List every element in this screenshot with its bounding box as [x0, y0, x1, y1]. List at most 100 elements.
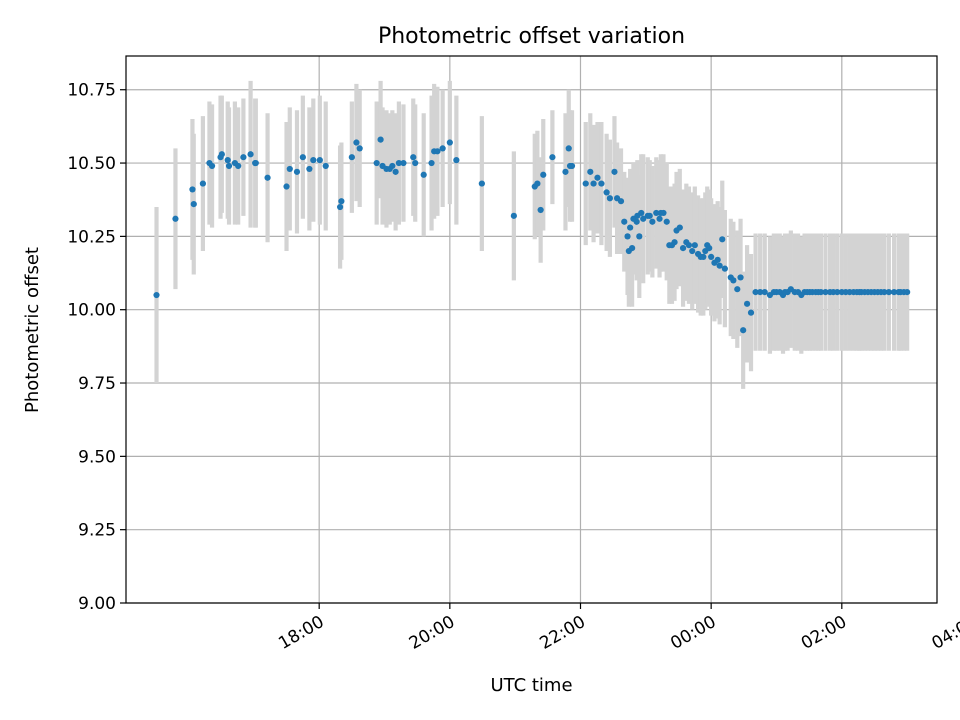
data-point: [189, 186, 196, 193]
data-point: [890, 289, 898, 296]
data-point: [392, 168, 399, 175]
data-point: [247, 151, 254, 158]
x-axis-label: UTC time: [490, 675, 572, 696]
data-point: [540, 171, 547, 178]
data-point: [199, 180, 206, 187]
data-point: [737, 274, 744, 281]
data-point: [235, 162, 242, 170]
data-point: [283, 183, 290, 190]
data-point: [293, 168, 301, 175]
data-point: [377, 136, 384, 143]
data-point: [240, 154, 247, 161]
data-point: [568, 162, 576, 170]
data-point: [562, 168, 569, 175]
data-point: [689, 247, 696, 255]
x-tick-label: 22:00: [537, 612, 589, 654]
data-point: [412, 159, 419, 167]
x-tick-label: 20:00: [406, 612, 458, 654]
data-point: [306, 165, 313, 173]
error-bars: [154, 80, 910, 389]
y-axis-label: Photometric offset: [22, 247, 43, 413]
chart-title: Photometric offset variation: [378, 24, 685, 49]
y-tick-label: 9.75: [78, 374, 116, 394]
data-point: [747, 309, 755, 316]
data-point: [719, 236, 726, 243]
data-point: [225, 162, 233, 170]
data-point: [400, 159, 407, 167]
data-point: [603, 189, 610, 196]
data-point: [621, 218, 628, 225]
data-point: [594, 174, 601, 181]
data-point: [410, 154, 417, 161]
data-point: [534, 180, 541, 187]
data-point: [549, 154, 556, 161]
data-point: [646, 212, 653, 219]
data-point: [817, 289, 825, 296]
plot-frame: [125, 55, 938, 604]
data-point: [439, 145, 446, 152]
data-point: [389, 162, 396, 170]
data-point: [700, 253, 707, 261]
data-point: [478, 180, 485, 187]
data-point: [590, 180, 597, 187]
data-point: [172, 215, 179, 222]
data-point: [633, 218, 640, 225]
y-axis-ticks: 9.00 9.25 9.50 9.75 10.00 10.25 10.50 10.75: [67, 81, 126, 614]
data-point: [598, 180, 605, 187]
data-point: [656, 215, 663, 222]
y-tick-label: 10.50: [67, 154, 116, 174]
data-point: [708, 253, 715, 261]
data-point: [153, 291, 160, 299]
data-point: [316, 157, 323, 164]
data-point: [660, 209, 667, 217]
data-point: [190, 201, 197, 208]
data-point: [834, 289, 841, 296]
data-point: [640, 215, 647, 222]
data-point: [264, 174, 271, 181]
data-point: [322, 162, 329, 170]
data-point: [734, 286, 741, 293]
data-point: [373, 159, 380, 167]
data-point: [286, 165, 293, 173]
y-tick-label: 10.25: [67, 227, 116, 247]
data-point: [721, 265, 728, 272]
data-point: [420, 171, 427, 178]
x-axis-ticks: 18:00 20:00 22:00 00:00 02:00 04:00: [275, 603, 960, 654]
data-point: [510, 212, 517, 219]
data-point: [730, 277, 737, 284]
data-point: [822, 289, 829, 296]
y-tick-label: 9.50: [78, 447, 116, 467]
data-point: [224, 157, 231, 164]
data-point: [881, 289, 888, 296]
data-point: [299, 154, 306, 161]
data-point: [740, 327, 747, 334]
data-point: [676, 224, 683, 231]
data-point: [353, 139, 360, 146]
data-point: [752, 289, 759, 296]
data-point: [629, 245, 636, 252]
data-point: [679, 245, 687, 252]
data-point: [716, 262, 723, 269]
y-tick-label: 10.75: [67, 81, 116, 101]
data-point: [338, 198, 345, 205]
x-tick-label: 04:00: [929, 612, 960, 654]
x-tick-label: 00:00: [667, 612, 719, 654]
data-points: [153, 136, 911, 334]
data-point: [624, 233, 631, 240]
data-point: [310, 157, 317, 164]
data-point: [649, 218, 656, 225]
data-point: [446, 139, 453, 146]
data-point: [691, 242, 698, 249]
data-point: [627, 224, 634, 231]
data-point: [638, 209, 645, 217]
data-point: [356, 145, 363, 152]
y-tick-label: 9.00: [78, 594, 116, 614]
x-tick-label: 02:00: [798, 612, 850, 654]
data-point: [636, 233, 643, 240]
data-point: [611, 168, 618, 175]
data-point: [252, 159, 259, 167]
data-point: [761, 289, 768, 296]
data-point: [606, 195, 613, 202]
data-point: [208, 162, 216, 170]
